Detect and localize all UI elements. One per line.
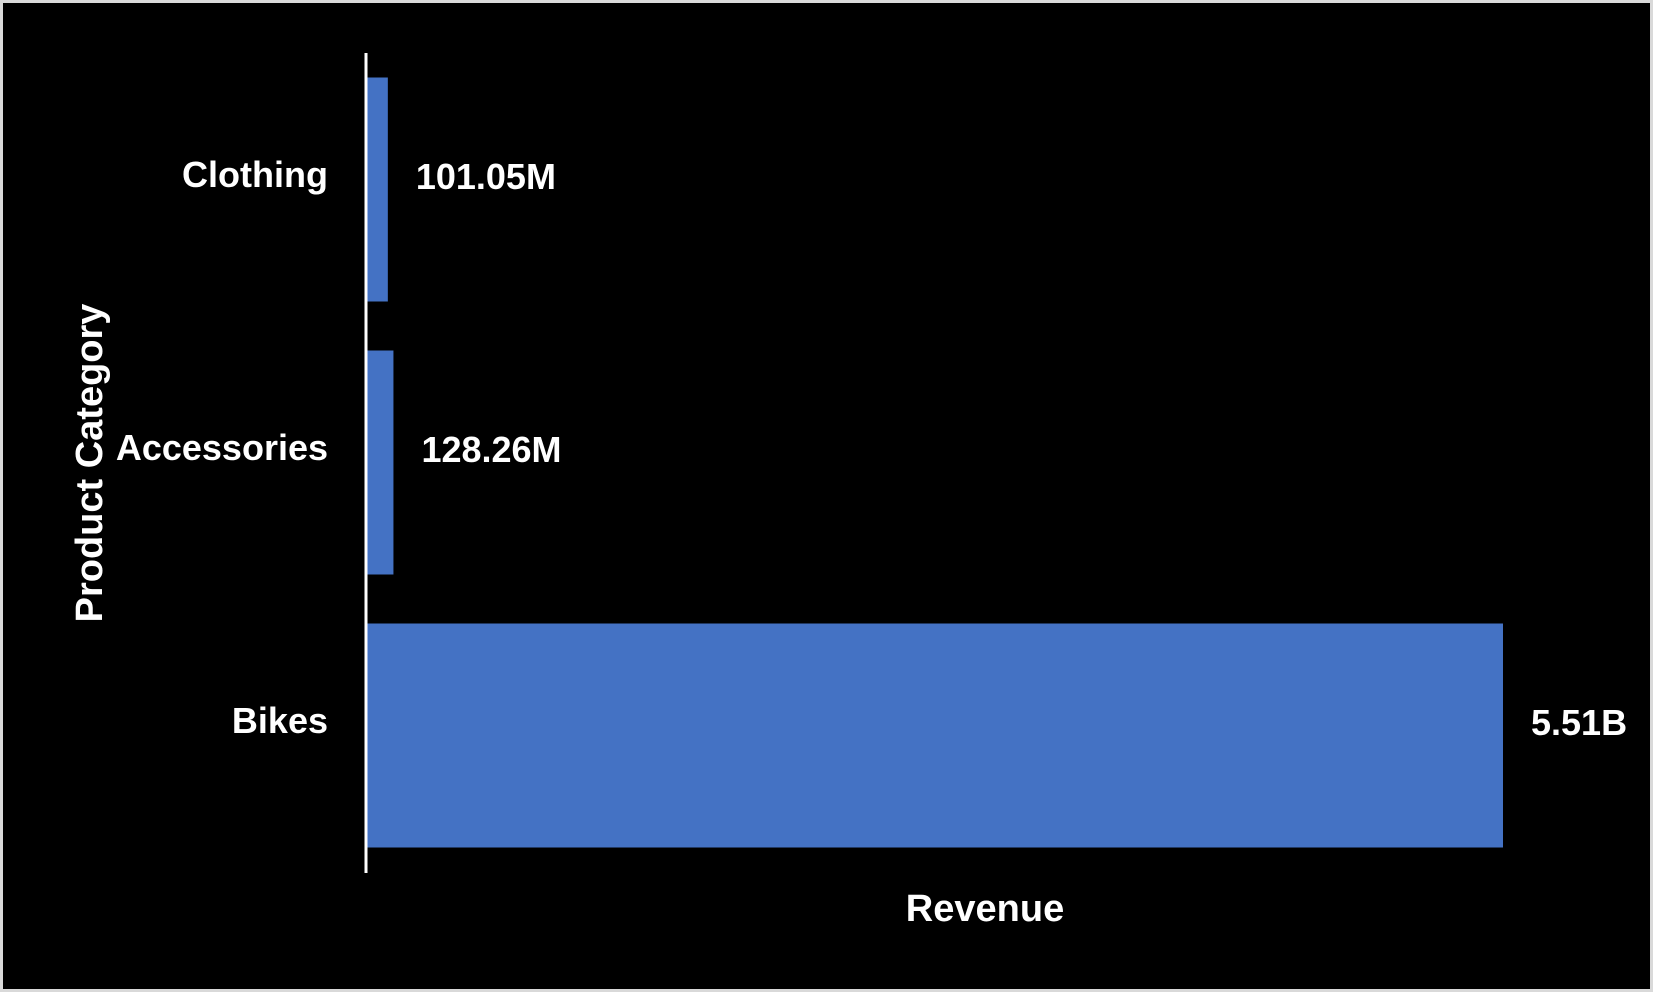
y-axis-title: Product Category (69, 304, 111, 623)
bar-clothing (367, 77, 388, 302)
data-label-bikes: 5.51B (1531, 702, 1627, 743)
data-label-accessories: 128.26M (421, 429, 561, 470)
x-axis-title: Revenue (906, 888, 1064, 930)
category-label-clothing: Clothing (182, 154, 328, 195)
bar-bikes (367, 623, 1503, 848)
bar-accessories (367, 350, 394, 575)
bar-chart: Clothing 101.05M Accessories 128.26M Bikes 5.… (69, 53, 1627, 930)
data-label-clothing: 101.05M (416, 156, 556, 197)
category-label-accessories: Accessories (116, 427, 328, 468)
labels-layer: Clothing 101.05M Accessories 128.26M Bikes 5.… (116, 154, 1627, 743)
category-label-bikes: Bikes (232, 700, 328, 741)
bars-layer (367, 77, 1503, 848)
